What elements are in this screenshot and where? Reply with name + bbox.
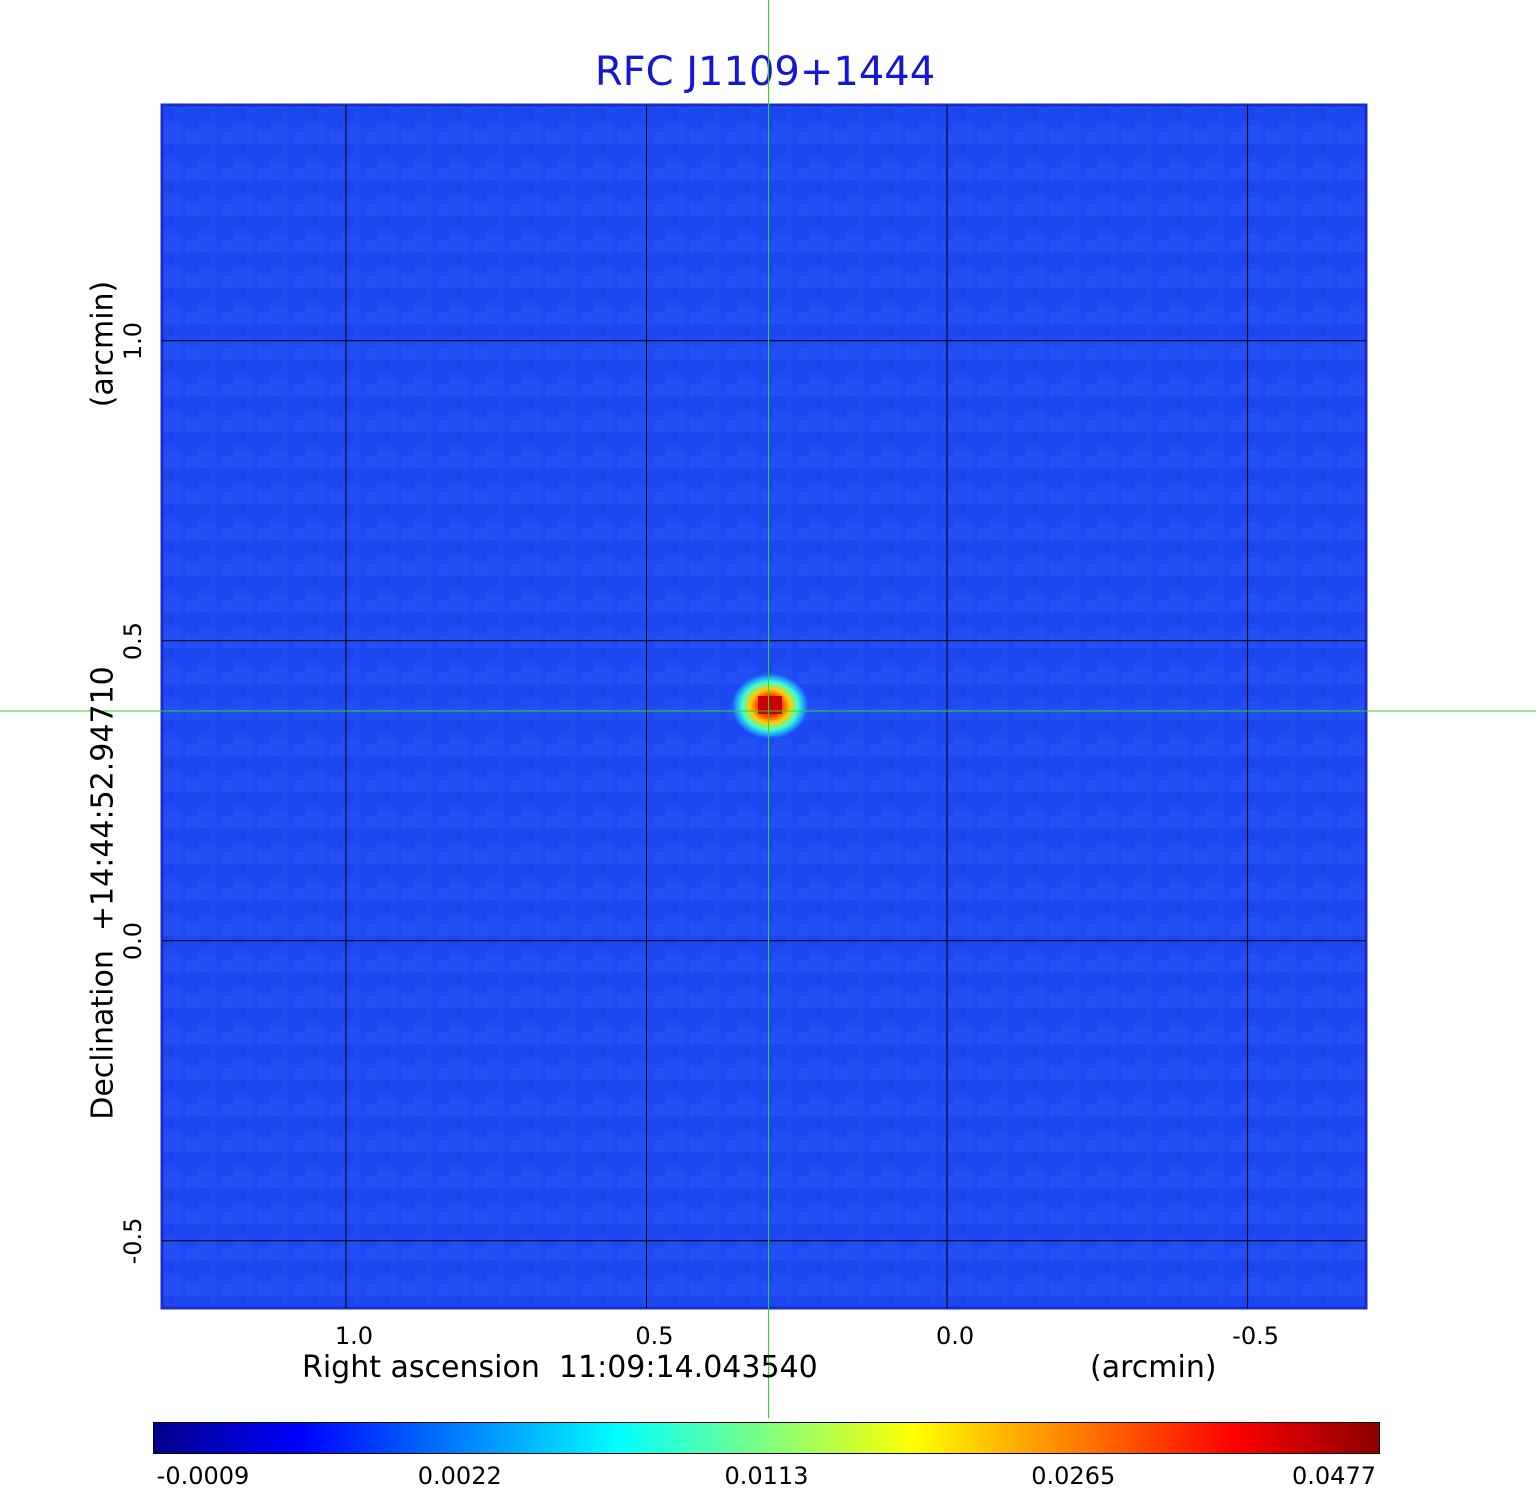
y-axis-label: Declination +14:44:52.94710 bbox=[85, 666, 121, 1120]
colorbar bbox=[153, 1422, 1380, 1454]
colorbar-tick-label: -0.0009 bbox=[156, 1462, 250, 1490]
y-tick-label: 1.0 bbox=[119, 321, 147, 360]
x-tick-label: -0.5 bbox=[1232, 1322, 1279, 1350]
y-tick-label: 0.0 bbox=[119, 921, 147, 960]
x-axis-label: Right ascension 11:09:14.043540 bbox=[302, 1350, 818, 1385]
y-tick-label: -0.5 bbox=[119, 1217, 147, 1265]
colorbar-tick-label: 0.0477 bbox=[1292, 1462, 1376, 1490]
grid-lines bbox=[162, 105, 1366, 1308]
x-axis-unit: (arcmin) bbox=[1090, 1350, 1217, 1385]
chart-title: RFC J1109+1444 bbox=[594, 49, 936, 95]
colorbar-tick-label: 0.0022 bbox=[417, 1462, 502, 1490]
y-tick-label: 0.5 bbox=[119, 621, 147, 660]
y-axis-unit: (arcmin) bbox=[85, 280, 121, 408]
colorbar-gradient bbox=[153, 1422, 1380, 1454]
colorbar-tick-label: 0.0265 bbox=[1031, 1462, 1116, 1490]
crosshair bbox=[0, 0, 1536, 1418]
radio-source-core bbox=[758, 696, 782, 714]
x-tick-label: 0.5 bbox=[635, 1322, 674, 1350]
image-frame bbox=[160, 103, 1368, 1310]
x-tick-label: 1.0 bbox=[334, 1322, 374, 1350]
x-tick-label: 0.0 bbox=[935, 1322, 975, 1350]
colorbar-tick-label: 0.0113 bbox=[724, 1462, 809, 1490]
